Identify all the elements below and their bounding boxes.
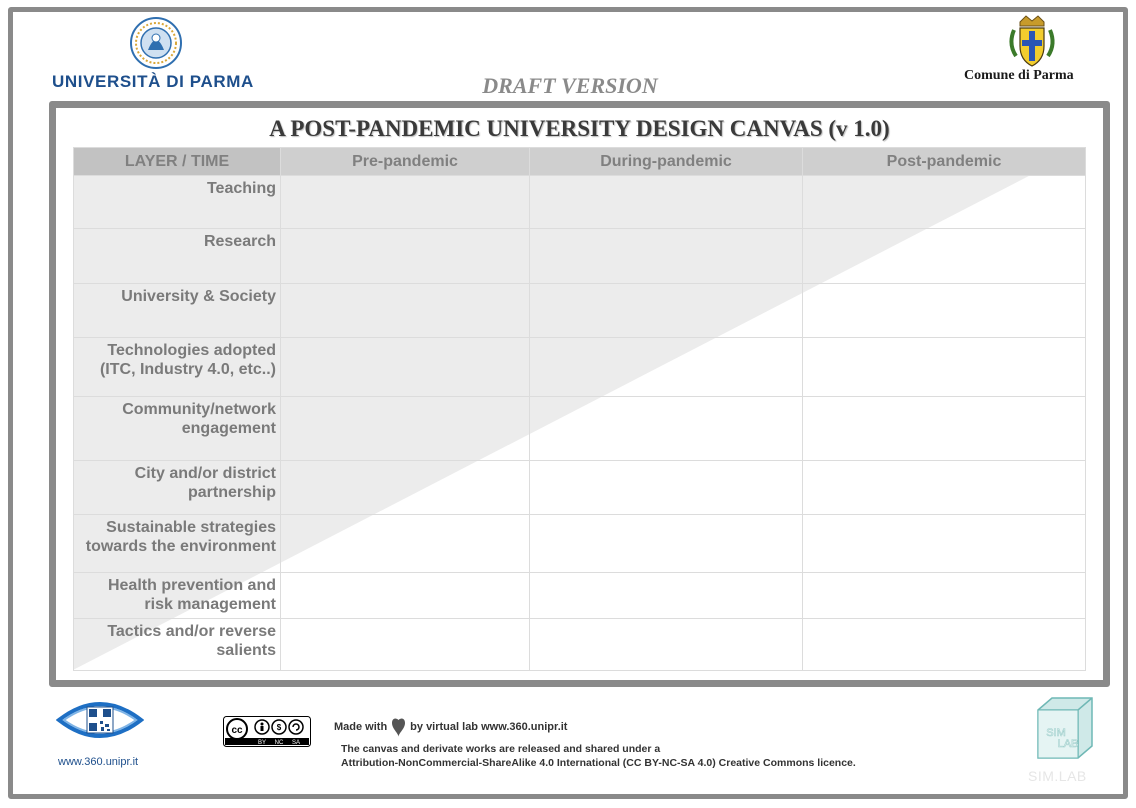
canvas-cell[interactable]	[280, 337, 530, 397]
canvas-cell[interactable]	[529, 572, 803, 619]
eye-qr-icon[interactable]	[56, 694, 144, 746]
canvas-cell[interactable]	[529, 228, 803, 284]
svg-text:SIM: SIM	[1046, 727, 1066, 739]
canvas-title: A POST-PANDEMIC UNIVERSITY DESIGN CANVAS…	[269, 116, 890, 141]
row-label-community: Community/network engagement	[73, 396, 281, 461]
canvas-cell[interactable]	[280, 514, 530, 573]
university-seal-icon	[130, 17, 182, 69]
made-with-credit: Made with by virtual lab www.360.unipr.i…	[334, 716, 567, 738]
row-label-city-partnership: City and/or district partnership	[73, 460, 281, 515]
coat-of-arms-icon	[1009, 15, 1055, 67]
canvas-cell[interactable]	[802, 396, 1086, 461]
canvas-cell[interactable]	[529, 396, 803, 461]
canvas-cell[interactable]	[802, 283, 1086, 338]
cc-label-nc: NC	[275, 740, 284, 746]
svg-text:$: $	[277, 723, 282, 732]
cc-label-by: BY	[258, 740, 266, 746]
comune-name: Comune di Parma	[964, 68, 1074, 83]
canvas-cell[interactable]	[529, 337, 803, 397]
row-label-sustainable: Sustainable strategies towards the enviro…	[73, 514, 281, 573]
creative-commons-icon[interactable]: cc $ BY NC SA	[223, 716, 311, 747]
row-label-teaching: Teaching	[73, 175, 281, 229]
canvas-cell[interactable]	[802, 337, 1086, 397]
canvas-cell[interactable]	[280, 572, 530, 619]
row-label-research: Research	[73, 228, 281, 284]
column-header-during: During-pandemic	[529, 147, 803, 176]
made-with-prefix: Made with	[334, 721, 388, 733]
draft-label: DRAFT VERSION	[482, 73, 658, 98]
canvas-cell[interactable]	[529, 283, 803, 338]
canvas-cell[interactable]	[529, 618, 803, 671]
canvas-cell[interactable]	[280, 175, 530, 229]
canvas-cell[interactable]	[529, 175, 803, 229]
page-frame	[8, 7, 1128, 799]
simlab-name: SIM.LAB	[1028, 768, 1087, 784]
canvas-cell[interactable]	[280, 228, 530, 284]
svg-text:LAB: LAB	[1058, 738, 1079, 750]
canvas-cell[interactable]	[802, 514, 1086, 573]
canvas-cell[interactable]	[802, 460, 1086, 515]
column-header-post: Post-pandemic	[802, 147, 1086, 176]
cube-icon: SIM LAB	[1037, 697, 1093, 759]
university-name: UNIVERSITÀ DI PARMA	[52, 72, 254, 91]
made-with-suffix: by virtual lab www.360.unipr.it	[410, 721, 568, 733]
canvas-cell[interactable]	[280, 618, 530, 671]
row-label-health: Health prevention and risk management	[73, 572, 281, 619]
canvas-cell[interactable]	[280, 283, 530, 338]
canvas-grid: LAYER / TIME Pre-pandemic During-pandemi…	[73, 147, 1086, 671]
svg-text:cc: cc	[231, 725, 243, 736]
licence-text: The canvas and derivate works are releas…	[341, 743, 856, 769]
row-label-tactics: Tactics and/or reverse salients	[73, 618, 281, 671]
column-header-layer: LAYER / TIME	[73, 147, 281, 176]
column-header-pre: Pre-pandemic	[280, 147, 530, 176]
canvas-cell[interactable]	[802, 618, 1086, 671]
canvas-cell[interactable]	[280, 460, 530, 515]
cc-label-sa: SA	[292, 740, 300, 746]
canvas-cell[interactable]	[802, 572, 1086, 619]
row-label-university-society: University & Society	[73, 283, 281, 338]
canvas-cell[interactable]	[802, 175, 1086, 229]
canvas-cell[interactable]	[280, 396, 530, 461]
site-url-link[interactable]: www.360.unipr.it	[58, 756, 139, 768]
heart-icon	[392, 718, 406, 737]
canvas-cell[interactable]	[529, 514, 803, 573]
row-label-technologies: Technologies adopted (ITC, Industry 4.0, …	[73, 337, 281, 397]
canvas-cell[interactable]	[529, 460, 803, 515]
design-canvas: A POST-PANDEMIC UNIVERSITY DESIGN CANVAS…	[49, 101, 1110, 687]
canvas-cell[interactable]	[802, 228, 1086, 284]
